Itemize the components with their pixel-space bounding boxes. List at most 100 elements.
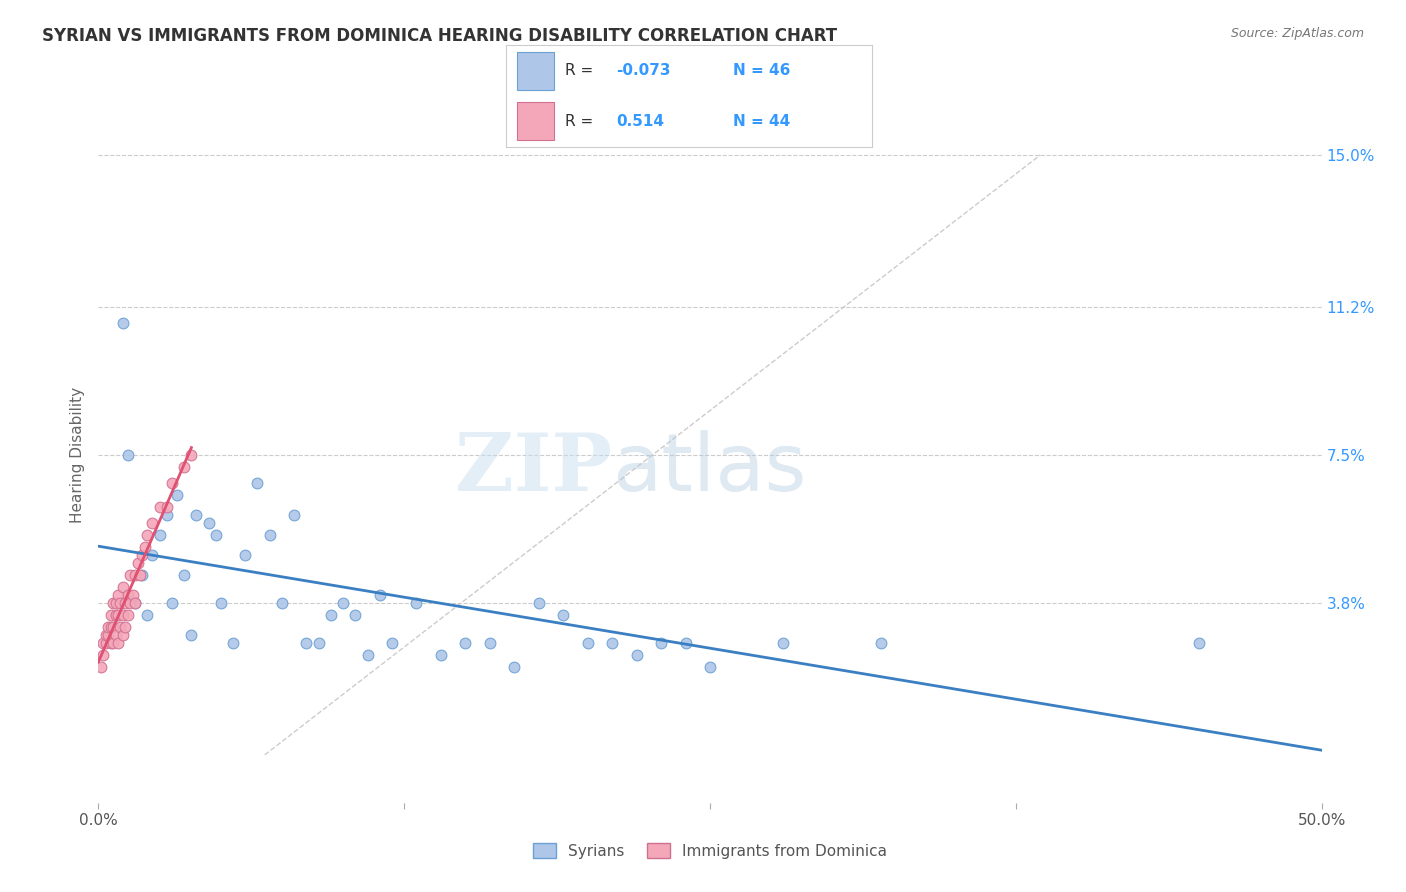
Point	[650, 636, 672, 650]
Point	[870, 636, 893, 650]
Point	[356, 648, 378, 662]
Point	[94, 628, 117, 642]
Point	[101, 596, 124, 610]
Point	[173, 459, 195, 474]
Point	[259, 528, 281, 542]
Point	[101, 636, 124, 650]
Point	[117, 607, 139, 622]
Point	[233, 548, 256, 562]
Point	[124, 596, 146, 610]
Point	[104, 607, 127, 622]
Point	[430, 648, 453, 662]
Point	[180, 628, 202, 642]
Text: atlas: atlas	[612, 430, 807, 508]
Point	[104, 628, 127, 642]
Text: N = 44: N = 44	[733, 113, 790, 128]
Point	[675, 636, 697, 650]
Text: Source: ZipAtlas.com: Source: ZipAtlas.com	[1230, 27, 1364, 40]
Text: 0.514: 0.514	[616, 113, 664, 128]
Bar	[517, 102, 554, 140]
Point	[156, 508, 179, 522]
Point	[111, 628, 134, 642]
Point	[110, 596, 132, 610]
Point	[405, 596, 427, 610]
Text: ZIP: ZIP	[456, 430, 612, 508]
Point	[136, 607, 159, 622]
Point	[141, 516, 163, 530]
Point	[772, 636, 794, 650]
Point	[270, 596, 294, 610]
Point	[246, 475, 269, 490]
Point	[117, 448, 139, 462]
Point	[120, 596, 142, 610]
Point	[100, 607, 122, 622]
Point	[94, 636, 117, 650]
Point	[117, 588, 139, 602]
Point	[100, 636, 122, 650]
Point	[141, 548, 163, 562]
Text: N = 46: N = 46	[733, 63, 790, 78]
Point	[107, 636, 129, 650]
Point	[97, 628, 120, 642]
Point	[124, 596, 146, 610]
Text: SYRIAN VS IMMIGRANTS FROM DOMINICA HEARING DISABILITY CORRELATION CHART: SYRIAN VS IMMIGRANTS FROM DOMINICA HEARI…	[42, 27, 838, 45]
Point	[308, 636, 330, 650]
Point	[134, 540, 156, 554]
Point	[283, 508, 305, 522]
Point	[97, 620, 120, 634]
Point	[149, 528, 172, 542]
Point	[222, 636, 245, 650]
Point	[136, 528, 159, 542]
Point	[197, 516, 219, 530]
Point	[160, 596, 183, 610]
Point	[186, 508, 208, 522]
Point	[205, 528, 228, 542]
Point	[699, 660, 721, 674]
Point	[209, 596, 232, 610]
Point	[553, 607, 575, 622]
Point	[124, 567, 146, 582]
Point	[503, 660, 526, 674]
Point	[180, 448, 202, 462]
Point	[368, 588, 391, 602]
Text: -0.073: -0.073	[616, 63, 671, 78]
Point	[91, 636, 114, 650]
Point	[111, 607, 134, 622]
Point	[478, 636, 501, 650]
Point	[166, 488, 188, 502]
Point	[173, 567, 195, 582]
Point	[149, 500, 172, 514]
Bar	[517, 52, 554, 90]
Point	[107, 607, 129, 622]
Point	[332, 596, 354, 610]
Point	[344, 607, 367, 622]
Point	[129, 567, 152, 582]
Point	[91, 648, 114, 662]
Point	[576, 636, 599, 650]
Point	[104, 596, 127, 610]
Point	[131, 548, 153, 562]
Point	[131, 567, 153, 582]
Point	[111, 316, 134, 330]
Text: R =: R =	[565, 63, 593, 78]
Point	[319, 607, 342, 622]
Point	[156, 500, 179, 514]
Point	[121, 588, 143, 602]
Point	[127, 556, 149, 570]
Point	[120, 567, 142, 582]
Point	[527, 596, 550, 610]
Point	[114, 620, 136, 634]
Point	[600, 636, 623, 650]
Point	[295, 636, 318, 650]
Point	[90, 660, 112, 674]
Point	[1188, 636, 1211, 650]
Y-axis label: Hearing Disability: Hearing Disability	[69, 387, 84, 523]
Point	[114, 596, 136, 610]
Text: R =: R =	[565, 113, 593, 128]
Point	[111, 580, 134, 594]
Point	[626, 648, 648, 662]
Point	[110, 620, 132, 634]
Point	[160, 475, 183, 490]
Point	[107, 588, 129, 602]
Legend: Syrians, Immigrants from Dominica: Syrians, Immigrants from Dominica	[527, 837, 893, 864]
